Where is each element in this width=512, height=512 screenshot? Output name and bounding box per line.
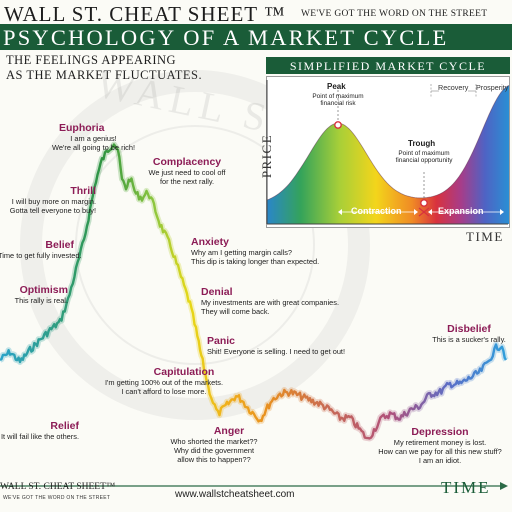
emotion-complacency-line-2: for the next rally. xyxy=(159,177,215,187)
emotion-capitulation: Capitulation I'm getting 100% out of the… xyxy=(94,366,234,396)
emotion-disbelief-line-1: This is a sucker's rally. xyxy=(432,335,506,344)
emotion-belief: Belief Time to get fully invested. xyxy=(0,239,82,260)
emotion-belief-title: Belief xyxy=(45,239,74,251)
emotion-belief-line-1: Time to get fully invested. xyxy=(0,251,82,260)
emotion-panic-line-1: Shit! Everyone is selling. I need to get… xyxy=(207,347,346,356)
emotion-relief-title: Relief xyxy=(50,420,79,432)
emotion-complacency: Complacency We just need to cool off for… xyxy=(142,156,232,186)
inset-trough-desc-1: Point of maximum xyxy=(398,150,450,157)
emotion-euphoria-title: Euphoria xyxy=(59,122,105,134)
emotion-anger-title: Anger xyxy=(213,425,245,437)
contraction-arrow-right-icon xyxy=(414,209,418,215)
footer-brand: WALL ST. CHEAT SHEET™ xyxy=(0,482,116,492)
emotion-depression-line-2: How can we pay for all this new stuff? xyxy=(378,447,502,457)
phase-expansion: Expansion xyxy=(438,206,484,216)
emotion-depression-line-3: I am an idiot. xyxy=(418,456,462,466)
emotion-relief: Relief It will fail like the others. xyxy=(0,420,79,441)
inset-peak-desc-1: Point of maximum xyxy=(312,93,364,100)
emotion-complacency-title: Complacency xyxy=(152,156,222,168)
header-bar xyxy=(0,0,512,24)
emotion-euphoria-line-1: I am a genius! xyxy=(70,134,117,143)
brand-title: WALL ST. CHEAT SHEET ™ xyxy=(4,2,286,26)
emotion-thrill: Thrill I will buy more on margin. Gotta … xyxy=(0,185,96,215)
emotion-capitulation-title: Capitulation xyxy=(153,366,215,378)
phase-prosperity: Prosperity xyxy=(476,83,509,92)
emotion-thrill-line-2: Gotta tell everyone to buy! xyxy=(9,206,96,216)
inset-title: SIMPLIFIED MARKET CYCLE xyxy=(289,59,487,73)
emotion-panic: Panic Shit! Everyone is selling. I need … xyxy=(207,335,345,356)
time-axis-arrow-icon xyxy=(500,482,508,490)
inset-curve-line xyxy=(266,85,510,201)
brand-tagline: WE'VE GOT THE WORD ON THE STREET xyxy=(301,9,488,19)
page-title: PSYCHOLOGY OF A MARKET CYCLE xyxy=(3,25,449,50)
footer-brand-tagline: WE'VE GOT THE WORD ON THE STREET xyxy=(3,495,111,501)
emotion-denial-line-2: They will come back. xyxy=(201,307,270,317)
inset-trough-desc: Point of maximum financial opportunity xyxy=(388,150,460,165)
expansion-arrow-right-icon xyxy=(500,209,504,215)
emotion-capitulation-line-1: I'm getting 100% out of the markets. xyxy=(104,378,224,387)
inset-title-bar: SIMPLIFIED MARKET CYCLE xyxy=(266,57,510,74)
emotion-depression-line-1: My retirement money is lost. xyxy=(393,438,487,447)
phase-contraction: Contraction xyxy=(351,206,402,216)
emotion-capitulation-line-2: I can't afford to lose more. xyxy=(121,387,207,397)
emotion-optimism-title: Optimism xyxy=(19,284,68,296)
inset-trough-title: Trough xyxy=(408,139,436,148)
emotion-optimism: Optimism This rally is real. xyxy=(0,284,68,305)
subtitle-line-1: THE FEELINGS APPEARING xyxy=(6,53,177,67)
emotion-anger-line-1: Who shorted the market?? xyxy=(170,437,258,446)
expansion-arrow-left-icon xyxy=(428,209,432,215)
peak-marker-icon xyxy=(334,121,342,129)
watermark-seal-inner-ring xyxy=(75,125,315,365)
inset-price-label: PRICE xyxy=(259,133,275,179)
emotion-denial-title: Denial xyxy=(201,286,233,298)
market-curve-line xyxy=(0,143,508,440)
emotion-depression: Depression My retirement money is lost. … xyxy=(368,426,512,466)
inset-peak-title: Peak xyxy=(327,82,346,91)
emotion-denial: Denial My investments are with great com… xyxy=(201,286,339,316)
inset-peak-desc-2: financial risk xyxy=(320,100,356,108)
inset-trough-desc-2: financial opportunity xyxy=(395,157,453,165)
emotion-depression-title: Depression xyxy=(411,426,469,438)
main-time-axis-label: TIME xyxy=(441,478,491,497)
emotion-denial-line-1: My investments are with great companies. xyxy=(201,298,340,307)
emotion-relief-line-1: It will fail like the others. xyxy=(0,432,79,441)
emotion-disbelief: Disbelief This is a sucker's rally. xyxy=(427,323,511,344)
emotion-anxiety-title: Anxiety xyxy=(191,236,229,248)
contraction-arrow-left-icon xyxy=(338,209,342,215)
emotion-complacency-line-1: We just need to cool off xyxy=(148,168,226,177)
emotion-panic-title: Panic xyxy=(207,335,236,347)
title-banner xyxy=(0,24,512,50)
trough-marker-icon xyxy=(420,199,428,207)
inset-peak-desc: Point of maximum financial risk xyxy=(307,93,369,108)
emotion-anxiety-line-1: Why am I getting margin calls? xyxy=(191,248,293,257)
footer-url-link[interactable]: www.wallstcheatsheet.com xyxy=(175,489,295,500)
emotion-anger-line-3: allow this to happen?? xyxy=(177,455,251,465)
inset-time-label: TIME xyxy=(466,229,504,244)
emotion-anxiety: Anxiety Why am I getting margin calls? T… xyxy=(191,236,319,266)
trough-cross-icon-2 xyxy=(418,207,430,217)
emotion-anxiety-line-2: This dip is taking longer than expected. xyxy=(191,257,320,267)
emotion-disbelief-title: Disbelief xyxy=(447,323,491,335)
emotion-anger: Anger Who shorted the market?? Why did t… xyxy=(154,425,274,465)
emotion-euphoria: Euphoria I am a genius! We're all going … xyxy=(52,122,135,152)
emotion-thrill-title: Thrill xyxy=(70,185,96,197)
phase-recovery: Recovery xyxy=(438,83,469,92)
inset-curve-area xyxy=(267,85,509,225)
emotion-optimism-line-1: This rally is real. xyxy=(14,296,68,305)
emotion-anger-line-2: Why did the government xyxy=(173,446,255,456)
emotion-thrill-line-1: I will buy more on margin. xyxy=(11,197,96,206)
emotion-euphoria-line-2: We're all going to be rich! xyxy=(52,143,136,153)
